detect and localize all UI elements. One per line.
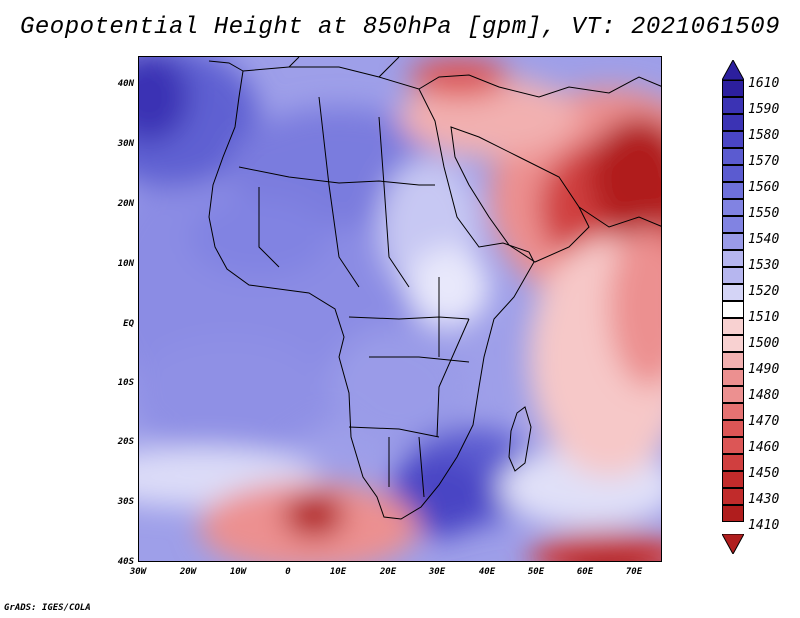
lon-label-0: 0	[285, 567, 291, 577]
lat-label-40n: 40N	[117, 79, 134, 89]
colorbar-label-1410: 1410	[748, 518, 780, 533]
colorbar-swatch-1430	[722, 335, 744, 352]
colorbar-swatch-1410c	[722, 454, 744, 471]
colorbar-swatch-1412	[722, 386, 744, 403]
lat-label-20s: 20S	[117, 437, 134, 447]
colorbar-swatch-1470	[722, 284, 744, 301]
colorbar-label-1520: 1520	[748, 284, 780, 299]
colorbar-label-1430: 1430	[748, 492, 780, 507]
lon-label-20w: 20W	[179, 567, 197, 577]
colorbar-bottom-arrow	[722, 534, 744, 554]
colorbar-swatch-1410e	[722, 488, 744, 505]
colorbar-bottom-arrow-shape	[722, 534, 744, 554]
colorbar-label-1530: 1530	[748, 258, 780, 273]
colorbar-swatch-1411	[722, 403, 744, 420]
lat-label-30s: 30S	[117, 497, 134, 507]
grads-credit: GrADS: IGES/COLA	[4, 603, 91, 613]
lat-label-40s: 40S	[117, 557, 134, 567]
colorbar-label-1580: 1580	[748, 128, 780, 143]
colorbar-swatch-1590	[722, 80, 744, 97]
colorbar-top-arrow	[722, 60, 744, 80]
colorbar-label-1470: 1470	[748, 414, 780, 429]
map-title: Geopotential Height at 850hPa [gpm], VT:…	[19, 14, 781, 41]
colorbar-swatch-1570	[722, 114, 744, 131]
colorbar-label-1480: 1480	[748, 388, 780, 403]
lon-label-40e: 40E	[478, 567, 496, 577]
coastlines-and-borders	[208, 57, 661, 520]
lat-label-30n: 30N	[117, 139, 134, 149]
colorbar-top-arrow-shape	[722, 60, 744, 80]
colorbar-swatch-1530	[722, 182, 744, 199]
colorbar-swatch-1520	[722, 199, 744, 216]
colorbar-swatch-1460	[722, 301, 744, 318]
lon-label-30e: 30E	[428, 567, 446, 577]
lon-label-30w: 30W	[129, 567, 147, 577]
colorbar-swatch-1480	[722, 267, 744, 284]
colorbar-label-1590: 1590	[748, 102, 780, 117]
colorbar-swatch-1420	[722, 352, 744, 369]
colorbar-swatch-1560	[722, 131, 744, 148]
colorbar-swatch-1510	[722, 216, 744, 233]
map-plot-area	[138, 56, 662, 562]
lat-label-10n: 10N	[117, 259, 134, 269]
colorbar-label-1510: 1510	[748, 310, 780, 325]
lon-label-70e: 70E	[625, 567, 643, 577]
lat-label-eq: EQ	[123, 319, 134, 329]
lon-label-10e: 10E	[329, 567, 347, 577]
colorbar-swatch-1410b	[722, 437, 744, 454]
colorbar-label-1500: 1500	[748, 336, 780, 351]
colorbar-swatch-1450	[722, 318, 744, 335]
lon-label-50e: 50E	[527, 567, 545, 577]
lon-label-10w: 10W	[229, 567, 247, 577]
colorbar-label-1550: 1550	[748, 206, 780, 221]
colorbar-label-1460: 1460	[748, 440, 780, 455]
colorbar-swatch-1410f	[722, 505, 744, 522]
colorbar-label-1570: 1570	[748, 154, 780, 169]
colorbar-label-1450: 1450	[748, 466, 780, 481]
colorbar-swatch-1490	[722, 250, 744, 267]
colorbar-label-1540: 1540	[748, 232, 780, 247]
lat-label-10s: 10S	[117, 378, 134, 388]
colorbar-swatch-1410d	[722, 471, 744, 488]
colorbar-swatch-1580	[722, 97, 744, 114]
colorbar-label-1610: 1610	[748, 76, 780, 91]
colorbar-label-1490: 1490	[748, 362, 780, 377]
colorbar-swatch-1415	[722, 369, 744, 386]
colorbar-swatch-1540	[722, 165, 744, 182]
lat-label-20n: 20N	[117, 199, 134, 209]
colorbar-swatch-1550	[722, 148, 744, 165]
colorbar-swatch-1500	[722, 233, 744, 250]
geopotential-height-field	[139, 57, 661, 561]
colorbar-swatch-1410a	[722, 420, 744, 437]
lon-label-20e: 20E	[379, 567, 397, 577]
lon-label-60e: 60E	[576, 567, 594, 577]
colorbar-label-1560: 1560	[748, 180, 780, 195]
